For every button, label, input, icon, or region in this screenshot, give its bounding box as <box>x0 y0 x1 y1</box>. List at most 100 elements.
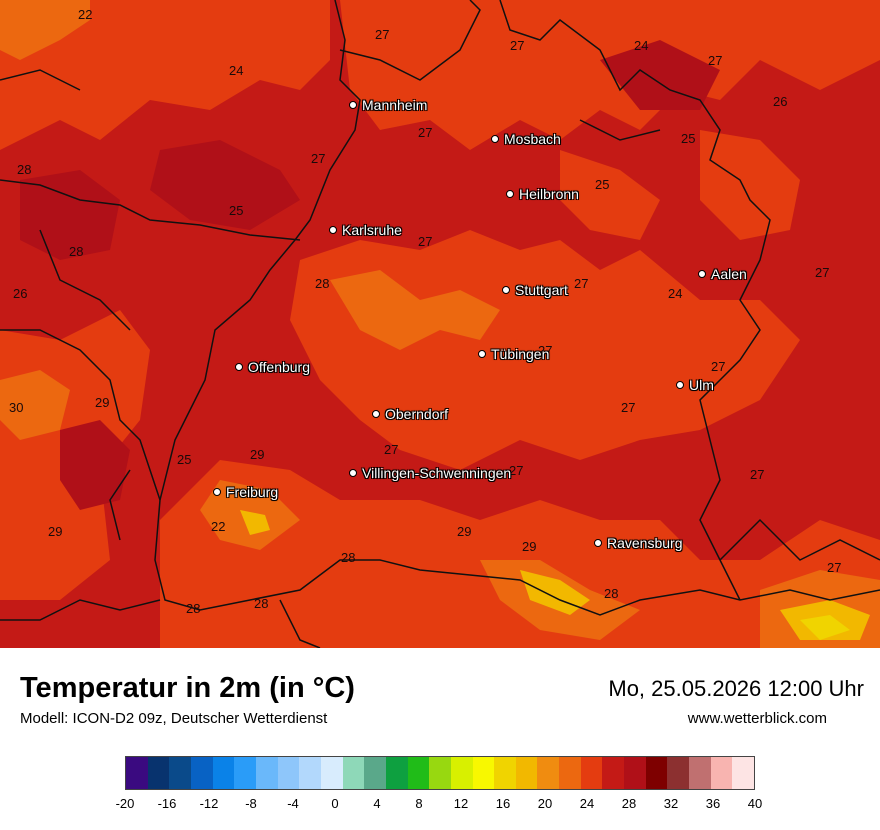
color-scale-swatch <box>602 757 625 789</box>
city-marker-mosbach: Mosbach <box>491 131 561 147</box>
city-marker-heilbronn: Heilbronn <box>506 186 579 202</box>
color-scale-tick: -12 <box>199 796 219 811</box>
city-dot-icon <box>506 190 514 198</box>
color-scale-swatch <box>624 757 646 789</box>
city-marker-tuebingen: Tübingen <box>478 346 549 362</box>
city-dot-icon <box>478 350 486 358</box>
color-scale-swatch <box>169 757 191 789</box>
city-marker-mannheim: Mannheim <box>349 97 427 113</box>
color-scale-swatch <box>364 757 386 789</box>
color-scale-tick: -20 <box>115 796 135 811</box>
value-label: 28 <box>186 601 201 616</box>
color-scale-swatch <box>385 757 408 789</box>
city-dot-icon <box>329 226 337 234</box>
value-label: 27 <box>311 151 326 166</box>
map-title: Temperatur in 2m (in °C) <box>20 672 355 704</box>
city-marker-karlsruhe: Karlsruhe <box>329 222 402 238</box>
forecast-datetime: Mo, 25.05.2026 12:00 Uhr <box>608 676 864 701</box>
color-scale-swatch <box>645 757 668 789</box>
city-marker-offenburg: Offenburg <box>235 359 310 375</box>
color-scale-swatch <box>537 757 560 789</box>
color-scale-swatch <box>212 757 235 789</box>
color-scale-swatch <box>667 757 690 789</box>
color-scale-tick: 12 <box>453 796 469 811</box>
model-info: Modell: ICON-D2 09z, Deutscher Wetterdie… <box>20 710 328 727</box>
value-label: 26 <box>13 286 28 301</box>
color-scale-tick: -16 <box>157 796 177 811</box>
value-label: 27 <box>750 467 765 482</box>
color-scale-tick: -4 <box>287 796 299 811</box>
city-marker-ravensburg: Ravensburg <box>594 535 683 551</box>
value-label: 27 <box>621 400 636 415</box>
value-label: 29 <box>250 447 265 462</box>
city-label: Villingen-Schwenningen <box>362 465 512 481</box>
color-scale-tick: 16 <box>495 796 511 811</box>
value-label: 26 <box>773 94 788 109</box>
color-scale-tick: -8 <box>245 796 257 811</box>
city-dot-icon <box>235 363 243 371</box>
city-label: Ravensburg <box>607 535 683 551</box>
value-label: 24 <box>668 286 683 301</box>
city-marker-oberndorf: Oberndorf <box>372 406 448 422</box>
color-scale-tick: 36 <box>705 796 721 811</box>
city-dot-icon <box>372 410 380 418</box>
value-label: 27 <box>418 125 433 140</box>
city-marker-ulm: Ulm <box>676 377 714 393</box>
city-dot-icon <box>213 488 221 496</box>
city-dot-icon <box>502 286 510 294</box>
city-marker-villingen: Villingen-Schwenningen <box>349 465 511 481</box>
temperature-map: 22 27 27 24 27 24 26 27 25 28 27 25 25 2… <box>0 0 880 648</box>
value-label: 27 <box>711 359 726 374</box>
color-scale-tick: 32 <box>663 796 679 811</box>
city-dot-icon <box>698 270 706 278</box>
value-label: 28 <box>17 162 32 177</box>
value-label: 27 <box>418 234 433 249</box>
color-scale-tick: 20 <box>537 796 553 811</box>
website-link: www.wetterblick.com <box>687 710 827 727</box>
city-marker-freiburg: Freiburg <box>213 484 278 500</box>
value-label: 28 <box>315 276 330 291</box>
color-scale-swatch <box>580 757 603 789</box>
color-scale-swatch <box>190 757 213 789</box>
color-scale-swatch <box>299 757 321 789</box>
city-dot-icon <box>594 539 602 547</box>
city-marker-aalen: Aalen <box>698 266 747 282</box>
color-scale-swatch <box>277 757 300 789</box>
map-footer: Temperatur in 2m (in °C) Modell: ICON-D2… <box>0 648 880 830</box>
city-marker-stuttgart: Stuttgart <box>502 282 568 298</box>
color-scale-tick: 28 <box>621 796 637 811</box>
value-label: 22 <box>211 519 226 534</box>
color-scale-swatch <box>494 757 516 789</box>
color-scale-swatch <box>255 757 278 789</box>
value-label: 27 <box>538 343 553 358</box>
city-label: Aalen <box>711 266 747 282</box>
color-scale-swatch <box>429 757 451 789</box>
city-label: Karlsruhe <box>342 222 402 238</box>
city-label: Heilbronn <box>519 186 579 202</box>
value-label: 29 <box>95 395 110 410</box>
city-label: Ulm <box>689 377 714 393</box>
city-dot-icon <box>349 469 357 477</box>
value-label: 27 <box>509 463 524 478</box>
value-label: 24 <box>634 38 649 53</box>
value-label: 27 <box>708 53 723 68</box>
city-dot-icon <box>491 135 499 143</box>
city-label: Oberndorf <box>385 406 449 422</box>
temperature-field <box>0 0 880 648</box>
color-scale-tick: 24 <box>579 796 595 811</box>
city-label: Tübingen <box>491 346 550 362</box>
value-label: 29 <box>522 539 537 554</box>
value-label: 27 <box>815 265 830 280</box>
value-label: 28 <box>69 244 84 259</box>
color-scale-swatch <box>342 757 365 789</box>
color-scale-swatch <box>234 757 256 789</box>
color-scale-swatch <box>710 757 733 789</box>
color-scale-tick: 8 <box>415 796 423 811</box>
value-label: 28 <box>604 586 619 601</box>
value-label: 25 <box>229 203 244 218</box>
city-label: Freiburg <box>226 484 279 500</box>
color-scale-swatch <box>732 757 755 789</box>
color-scale-swatch <box>515 757 538 789</box>
city-dot-icon <box>676 381 684 389</box>
value-label: 27 <box>827 560 842 575</box>
